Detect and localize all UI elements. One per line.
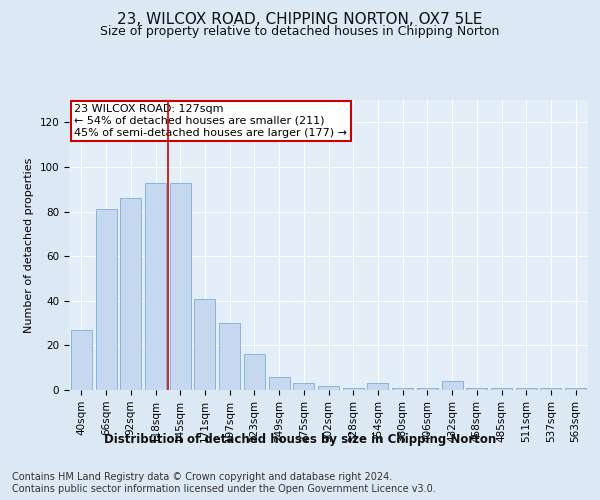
Bar <box>170 182 191 390</box>
Bar <box>541 388 562 390</box>
Bar <box>318 386 339 390</box>
Text: Distribution of detached houses by size in Chipping Norton: Distribution of detached houses by size … <box>104 432 496 446</box>
Bar <box>392 388 413 390</box>
Bar <box>491 388 512 390</box>
Bar <box>145 182 166 390</box>
Bar <box>442 381 463 390</box>
Bar <box>244 354 265 390</box>
Bar <box>95 210 116 390</box>
Y-axis label: Number of detached properties: Number of detached properties <box>24 158 34 332</box>
Text: Contains public sector information licensed under the Open Government Licence v3: Contains public sector information licen… <box>12 484 436 494</box>
Bar <box>293 384 314 390</box>
Bar <box>367 384 388 390</box>
Bar <box>565 388 586 390</box>
Bar <box>120 198 141 390</box>
Bar <box>219 323 240 390</box>
Bar <box>269 376 290 390</box>
Bar <box>417 388 438 390</box>
Text: 23, WILCOX ROAD, CHIPPING NORTON, OX7 5LE: 23, WILCOX ROAD, CHIPPING NORTON, OX7 5L… <box>118 12 482 28</box>
Text: Size of property relative to detached houses in Chipping Norton: Size of property relative to detached ho… <box>100 25 500 38</box>
Bar <box>343 388 364 390</box>
Bar <box>466 388 487 390</box>
Bar <box>71 330 92 390</box>
Text: 23 WILCOX ROAD: 127sqm
← 54% of detached houses are smaller (211)
45% of semi-de: 23 WILCOX ROAD: 127sqm ← 54% of detached… <box>74 104 347 138</box>
Text: Contains HM Land Registry data © Crown copyright and database right 2024.: Contains HM Land Registry data © Crown c… <box>12 472 392 482</box>
Bar <box>516 388 537 390</box>
Bar <box>194 298 215 390</box>
